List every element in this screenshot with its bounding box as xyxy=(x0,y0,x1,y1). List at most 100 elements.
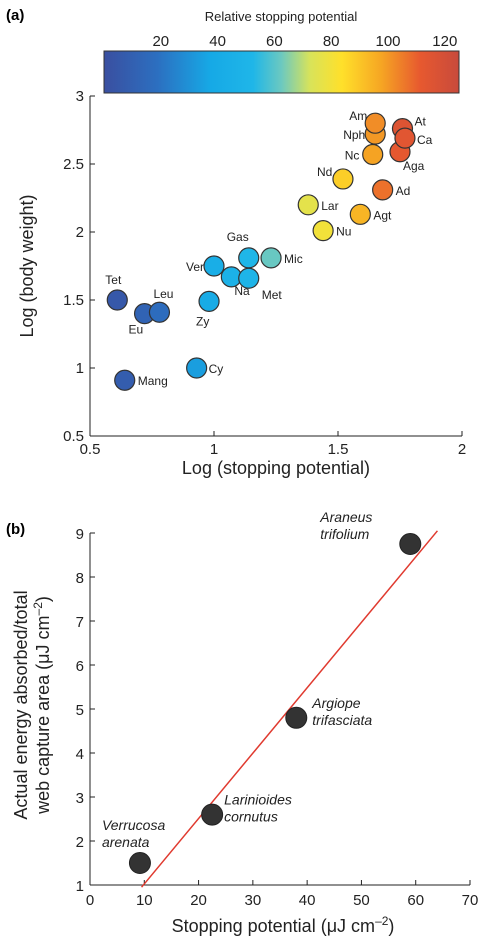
y-tick-label-a: 0.5 xyxy=(63,428,84,445)
species-label-line2: trifolium xyxy=(320,526,369,542)
x-tick-label-b: 50 xyxy=(353,892,370,909)
colorbar-tick-label: 60 xyxy=(266,33,283,50)
y-axis-title-b: Actual energy absorbed/total web capture… xyxy=(11,590,53,819)
data-point-lar xyxy=(297,194,319,216)
colorbar-ticks: 20 40 60 80 100 120 xyxy=(152,33,457,50)
y-tick-label-b: 4 xyxy=(76,746,84,763)
colorbar xyxy=(103,50,460,94)
species-point xyxy=(285,706,308,729)
data-label-ver: Ver xyxy=(186,260,204,274)
y-tick-label-b: 5 xyxy=(76,702,84,719)
data-label-leu: Leu xyxy=(153,287,173,301)
y-tick-label-b: 2 xyxy=(76,834,84,851)
colorbar-tick-label: 100 xyxy=(375,33,400,50)
data-point-gas xyxy=(238,247,260,269)
x-tick-label-b: 60 xyxy=(407,892,424,909)
species-label-line2: trifasciata xyxy=(312,712,372,728)
plot-area-a: 0.5 1 1.5 2 0.5 1 1.5 2 2.5 3 Tet Eu Leu Mang Cy Zy Ver… xyxy=(63,88,466,458)
plot-area-b: 0 10 20 30 40 50 60 70 1 2 3 4 5 6 7 8 9 Verrucosaarenat… xyxy=(76,509,479,909)
panel-a-label: (a) xyxy=(6,7,24,24)
data-label-nd: Nd xyxy=(317,165,332,179)
data-point-am xyxy=(364,112,386,134)
y-tick-label-b: 7 xyxy=(76,614,84,631)
colorbar-tick-label: 80 xyxy=(323,33,340,50)
y-tick-label-b: 1 xyxy=(76,878,84,895)
data-label-mang: Mang xyxy=(138,374,168,388)
species-label-line1: Argiope xyxy=(311,695,360,711)
fit-line xyxy=(140,530,439,888)
data-point-ad xyxy=(372,179,394,201)
data-label-nc: Nc xyxy=(345,148,360,162)
species-label-line1: Araneus xyxy=(319,509,372,525)
x-tick-label-a: 2 xyxy=(458,441,466,458)
axis-ticks-b: 0 10 20 30 40 50 60 70 1 2 3 4 5 6 7 8 9 xyxy=(76,526,479,909)
data-point-tet xyxy=(106,289,128,311)
x-tick-label-a: 1.5 xyxy=(328,441,349,458)
data-label-ad: Ad xyxy=(396,184,411,198)
data-label-ca: Ca xyxy=(417,133,433,147)
colorbar-title: Relative stopping potential xyxy=(205,9,358,24)
axis-ticks-a: 0.5 1 1.5 2 0.5 1 1.5 2 2.5 3 xyxy=(63,88,466,458)
data-label-at: At xyxy=(414,115,426,129)
data-label-aga: Aga xyxy=(403,159,425,173)
data-point-leu xyxy=(148,301,171,323)
data-label-am: Am xyxy=(349,109,367,123)
data-point-zy xyxy=(198,290,220,312)
data-label-nu: Nu xyxy=(336,225,351,239)
species-label-line2: cornutus xyxy=(224,809,278,825)
data-label-eu: Eu xyxy=(129,323,144,337)
colorbar-tick-label: 40 xyxy=(209,33,226,50)
x-tick-label-b: 0 xyxy=(86,892,94,909)
y-tick-label-a: 1.5 xyxy=(63,292,84,309)
data-label-mic: Mic xyxy=(284,252,303,266)
y-axis-title-b-line2: web capture area (μJ cm–2) xyxy=(31,596,53,815)
species-label-line1: Verrucosa xyxy=(102,817,166,833)
y-axis-title-b-line1: Actual energy absorbed/total xyxy=(11,590,31,819)
data-point-ca xyxy=(394,127,416,149)
data-point-nd xyxy=(332,168,354,190)
data-point-mic xyxy=(260,247,282,269)
x-tick-label-b: 70 xyxy=(462,892,479,909)
data-label-agt: Agt xyxy=(373,208,392,222)
y-tick-label-b: 6 xyxy=(76,658,84,675)
y-tick-label-a: 2.5 xyxy=(63,156,84,173)
x-axis-title-a: Log (stopping potential) xyxy=(182,458,370,478)
species-point xyxy=(128,852,151,874)
species-label-line1: Larinioides xyxy=(224,792,292,808)
x-tick-label-b: 10 xyxy=(136,892,153,909)
data-label-tet: Tet xyxy=(105,273,122,287)
y-tick-label-a: 1 xyxy=(76,360,84,377)
x-tick-label-b: 30 xyxy=(245,892,262,909)
y-axis-title-a: Log (body weight) xyxy=(17,194,37,337)
colorbar-tick-label: 120 xyxy=(432,33,457,50)
x-tick-label-a: 0.5 xyxy=(80,441,101,458)
species-point xyxy=(201,803,224,826)
y-tick-label-a: 2 xyxy=(76,224,84,241)
y-tick-label-b: 9 xyxy=(76,526,84,543)
panel-b-label: (b) xyxy=(6,521,25,538)
data-label-cy: Cy xyxy=(209,362,224,376)
x-tick-label-b: 20 xyxy=(190,892,207,909)
panel-b: (b) 0 10 20 30 40 50 60 70 1 2 3 4 5 6 7 8 9 Verrucosaar… xyxy=(6,509,478,936)
species-label-line2: arenata xyxy=(102,834,150,850)
data-label-nph: Nph xyxy=(343,128,365,142)
x-tick-label-b: 40 xyxy=(299,892,316,909)
panel-a: (a) Relative stopping potential 20 40 60 80… xyxy=(6,7,466,478)
y-tick-label-b: 3 xyxy=(76,790,84,807)
x-axis-title-b: Stopping potential (μJ cm–2) xyxy=(172,914,395,936)
data-label-lar: Lar xyxy=(321,199,338,213)
data-point-met xyxy=(238,267,260,289)
y-tick-label-b: 8 xyxy=(76,570,84,587)
data-point-agt xyxy=(349,203,371,225)
species-point xyxy=(399,533,422,555)
x-tick-label-a: 1 xyxy=(210,441,218,458)
y-tick-label-a: 3 xyxy=(76,88,84,105)
data-label-gas: Gas xyxy=(227,230,249,244)
data-point-ver xyxy=(203,255,225,277)
data-point-nc xyxy=(362,143,384,166)
data-label-zy: Zy xyxy=(196,314,209,328)
colorbar-tick-label: 20 xyxy=(152,33,169,50)
